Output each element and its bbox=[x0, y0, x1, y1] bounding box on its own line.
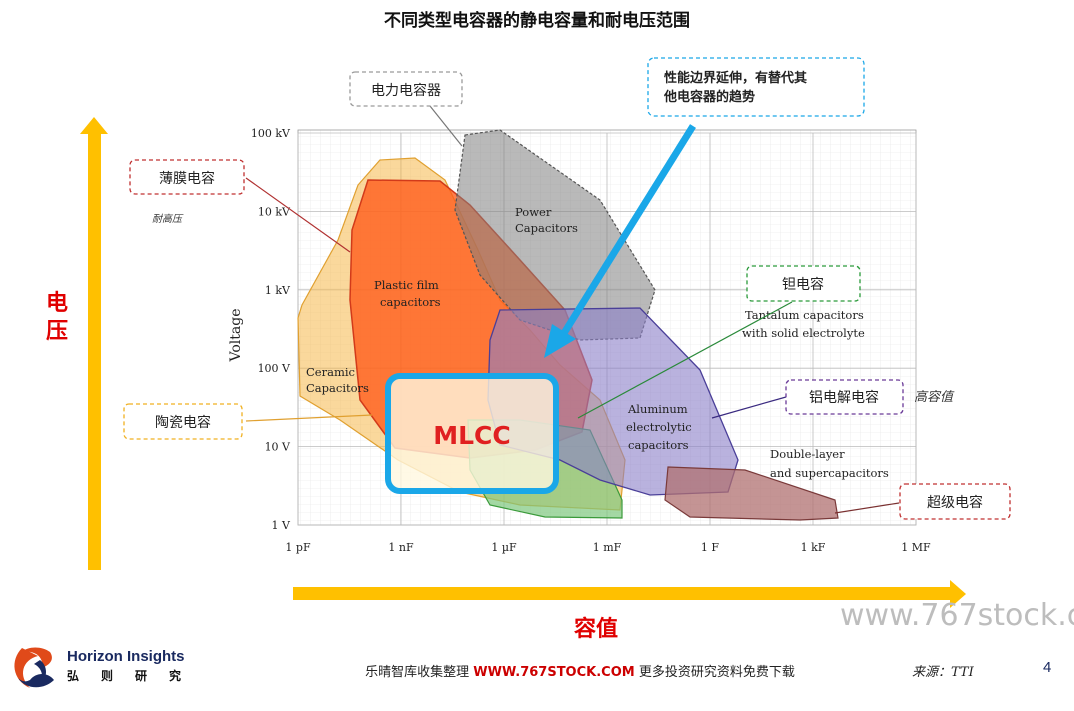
voltage-axis-arrow bbox=[80, 117, 108, 570]
label-aluminum-2: electrolytic bbox=[626, 420, 692, 434]
trend-callout-line: 他电容器的趋势 bbox=[663, 89, 755, 105]
y-tick-label: 10 kV bbox=[258, 205, 291, 218]
mlcc-highlight-box bbox=[385, 373, 559, 494]
film-callout: 薄膜电容 bbox=[159, 170, 215, 187]
label-tantalum: Tantalum capacitors bbox=[745, 308, 864, 322]
callout-texts: 电力电容器 性能边界延伸，有替代其他电容器的趋势 薄膜电容 耐高压 钽电容 铝电… bbox=[152, 70, 983, 511]
x-tick-labels: 1 pF 1 nF 1 µF 1 mF 1 F 1 kF 1 MF bbox=[285, 541, 931, 554]
aluminum-callout-box bbox=[785, 379, 904, 415]
x-tick-label: 1 kF bbox=[801, 541, 826, 554]
y-tick-label: 100 V bbox=[258, 362, 291, 375]
tantalum-callout-box bbox=[746, 265, 861, 302]
capacitance-axis-arrow bbox=[293, 580, 966, 608]
aluminum-note: 高容值 bbox=[914, 389, 955, 405]
label-power-2: Capacitors bbox=[515, 221, 578, 235]
super-callout: 超级电容 bbox=[927, 494, 983, 511]
callout-boxes bbox=[123, 57, 1011, 520]
ceramic-callout-box bbox=[123, 403, 243, 440]
x-tick-label: 1 pF bbox=[285, 541, 311, 554]
y-tick-label: 1 kV bbox=[265, 284, 291, 297]
y-tick-labels: 1 V 10 V 100 V 1 kV 10 kV 100 kV bbox=[251, 127, 291, 532]
region-supercap bbox=[664, 466, 839, 521]
trend-callout-line: 性能边界延伸，有替代其 bbox=[664, 70, 807, 86]
label-aluminum-3: capacitors bbox=[628, 438, 689, 452]
logo-icon bbox=[14, 647, 54, 688]
ceramic-callout: 陶瓷电容 bbox=[155, 414, 211, 431]
power-callout: 电力电容器 bbox=[371, 82, 441, 99]
region-labels: Power Capacitors Plastic film capacitors… bbox=[306, 205, 889, 480]
footer-banner: 乐晴智库收集整理 WWW.767STOCK.COM 更多投资研究资料免费下载 bbox=[340, 661, 820, 680]
trend-callout: 性能边界延伸，有替代其他电容器的趋势 bbox=[663, 70, 807, 105]
logo-name-en: Horizon Insights bbox=[67, 648, 185, 665]
y-tick-label: 100 kV bbox=[251, 127, 291, 140]
trend-callout-box bbox=[647, 57, 865, 117]
label-ceramic: Ceramic bbox=[306, 365, 355, 379]
y-tick-label: 1 V bbox=[272, 519, 291, 532]
label-ceramic-2: Capacitors bbox=[306, 381, 369, 395]
footer-suffix: 更多投资研究资料免费下载 bbox=[634, 665, 795, 680]
region-power bbox=[454, 129, 656, 341]
voltage-axis-label-2: 压 bbox=[46, 319, 68, 344]
callout-lines bbox=[245, 105, 900, 514]
label-tantalum-2: with solid electrolyte bbox=[742, 326, 865, 340]
voltage-axis-label: 电 bbox=[46, 291, 68, 316]
film-note: 耐高压 bbox=[152, 213, 184, 225]
watermark: www.767stock.co bbox=[840, 598, 1074, 633]
label-super-2: and supercapacitors bbox=[770, 466, 889, 480]
x-tick-label: 1 F bbox=[701, 541, 719, 554]
film-callout-box bbox=[129, 159, 245, 195]
label-super: Double-layer bbox=[770, 447, 845, 461]
label-aluminum: Aluminum bbox=[627, 402, 688, 416]
super-callout-box bbox=[899, 483, 1011, 520]
y-tick-label: 10 V bbox=[265, 441, 291, 454]
capacitance-axis-label: 容值 bbox=[574, 616, 618, 642]
x-tick-label: 1 nF bbox=[388, 541, 414, 554]
label-power: Power bbox=[515, 205, 552, 219]
power-callout-box bbox=[349, 71, 463, 107]
y-axis-title: Voltage bbox=[228, 309, 244, 363]
footer-url[interactable]: WWW.767STOCK.COM bbox=[473, 665, 635, 680]
x-tick-label: 1 MF bbox=[901, 541, 931, 554]
x-tick-label: 1 mF bbox=[593, 541, 622, 554]
aluminum-callout: 铝电解电容 bbox=[809, 389, 879, 406]
page-number: 4 bbox=[1043, 659, 1052, 676]
page-title: 不同类型电容器的静电容量和耐电压范围 bbox=[384, 11, 690, 31]
source-note: 来源：TTI bbox=[912, 665, 974, 680]
footer-prefix: 乐晴智库收集整理 bbox=[365, 665, 474, 680]
trend-arrow bbox=[544, 124, 696, 358]
label-film: Plastic film bbox=[374, 278, 439, 292]
x-tick-label: 1 µF bbox=[491, 541, 517, 554]
mlcc-label: MLCC bbox=[433, 421, 511, 450]
logo-name-cn: 弘则研究 bbox=[67, 669, 204, 683]
tantalum-callout: 钽电容 bbox=[782, 276, 824, 293]
label-film-2: capacitors bbox=[380, 295, 441, 309]
